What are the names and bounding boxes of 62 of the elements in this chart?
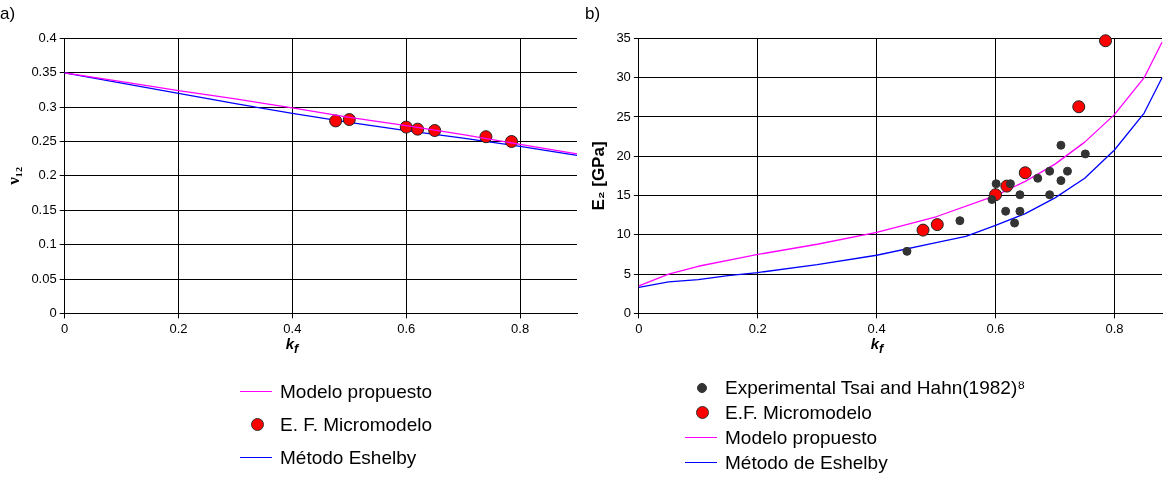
point	[991, 179, 1001, 189]
point	[1018, 166, 1032, 180]
y-tick-label: 5	[623, 265, 631, 281]
point	[1056, 140, 1066, 150]
y-tick-label: 10	[616, 226, 631, 242]
y-tick-label: 0.2	[38, 167, 57, 183]
y-tick-label: 0.15	[31, 201, 57, 217]
chart-title: b)	[585, 3, 601, 23]
y-tick-label: 20	[616, 147, 631, 163]
point	[1072, 100, 1086, 114]
y-tick-label: 0.05	[31, 270, 57, 286]
y-tick-label: 0.25	[31, 133, 57, 149]
point	[930, 218, 944, 232]
y-tick-label: 30	[616, 69, 631, 85]
y-tick-label: 0.35	[31, 64, 57, 80]
y-tick-label: 35	[616, 29, 631, 45]
point	[955, 216, 965, 226]
point	[987, 194, 997, 204]
x-tick-label: 0	[635, 320, 643, 336]
chart-title: a)	[0, 3, 16, 23]
legend-label: Modelo propuesto	[280, 380, 433, 404]
point	[1015, 206, 1025, 216]
y-axis-title: ν₁₂	[3, 167, 23, 186]
point	[1080, 149, 1090, 159]
y-tick-label: 0.3	[38, 98, 57, 114]
legend-label: Método de Eshelby	[725, 451, 888, 475]
x-tick-label: 0.4	[867, 320, 886, 336]
point	[1045, 190, 1055, 200]
point	[1010, 218, 1020, 228]
y-axis-title: E₂ [GPa]	[588, 141, 608, 211]
x-tick-label: 0.6	[397, 320, 416, 336]
point	[1062, 166, 1072, 176]
x-axis-title: k$_{f}$	[284, 335, 300, 356]
y-tick-label: 0	[623, 304, 631, 320]
y-tick-label: 25	[616, 108, 631, 124]
x-tick-label: 0.8	[1105, 320, 1124, 336]
point	[1005, 179, 1015, 189]
y-tick-label: 0.4	[38, 29, 57, 45]
point	[916, 223, 930, 237]
legend-label: E.F. Micromodelo	[725, 401, 872, 425]
point	[902, 246, 912, 256]
x-tick-label: 0.8	[511, 320, 530, 336]
x-tick-label: 0.2	[169, 320, 188, 336]
point	[1045, 166, 1055, 176]
x-axis-title: k$_{f}$	[869, 335, 885, 356]
point	[1099, 34, 1113, 48]
y-tick-label: 15	[616, 187, 631, 203]
legend-label: Experimental Tsai and Hahn(1982)⁸	[725, 376, 1026, 400]
x-tick-label: 0.2	[748, 320, 767, 336]
point	[1033, 173, 1043, 183]
point	[1056, 176, 1066, 186]
legend-label: E. F. Micromodelo	[280, 413, 433, 437]
x-tick-label: 0	[61, 320, 69, 336]
point	[1001, 206, 1011, 216]
y-tick-label: 0	[49, 304, 57, 320]
x-tick-label: 0.4	[283, 320, 302, 336]
point	[1015, 190, 1025, 200]
point	[329, 114, 343, 128]
legend-label: Modelo propuesto	[725, 426, 878, 450]
legend-label: Método Eshelby	[280, 446, 417, 470]
x-tick-label: 0.6	[986, 320, 1005, 336]
y-tick-label: 0.1	[38, 236, 57, 252]
